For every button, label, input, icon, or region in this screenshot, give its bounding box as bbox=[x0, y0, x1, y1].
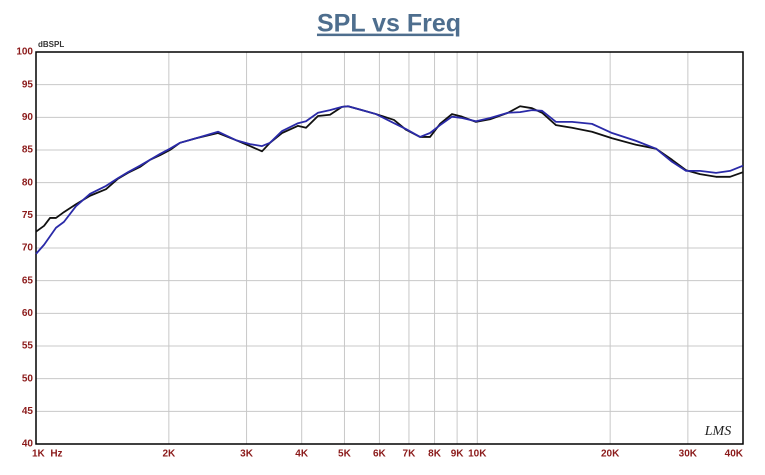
x-tick-label: 20K bbox=[601, 449, 620, 460]
x-tick-label: 10K bbox=[468, 449, 487, 460]
chart-title: SPL vs Freq bbox=[317, 10, 461, 38]
y-tick-label: 40 bbox=[22, 439, 34, 450]
x-tick-label: 8K bbox=[428, 449, 442, 460]
y-tick-label: 85 bbox=[22, 145, 34, 156]
y-tick-label: 55 bbox=[22, 341, 34, 352]
y-tick-label: 80 bbox=[22, 177, 34, 188]
x-tick-label: 40K bbox=[725, 449, 744, 460]
x-tick-label: 30K bbox=[679, 449, 698, 460]
y-tick-label: 70 bbox=[22, 243, 34, 254]
plot-border bbox=[35, 51, 744, 445]
y-tick-label: 50 bbox=[22, 373, 34, 384]
y-tick-label: 65 bbox=[22, 275, 34, 286]
x-tick-label: 3K bbox=[240, 449, 254, 460]
y-axis-label: dBSPL bbox=[38, 40, 64, 49]
y-tick-label: 75 bbox=[22, 210, 34, 221]
x-tick-label: 5K bbox=[338, 449, 352, 460]
series-line bbox=[35, 105, 744, 255]
y-tick-label: 90 bbox=[22, 112, 34, 123]
x-tick-label: 2K bbox=[162, 449, 176, 460]
y-tick-label: 100 bbox=[16, 47, 33, 58]
x-tick-label: 1K Hz bbox=[32, 449, 63, 460]
x-tick-label: 7K bbox=[403, 449, 417, 460]
x-tick-label: 6K bbox=[373, 449, 387, 460]
watermark: LMS bbox=[704, 424, 731, 439]
y-tick-label: 95 bbox=[22, 79, 34, 90]
y-tick-label: 45 bbox=[22, 406, 34, 417]
x-tick-label: 9K bbox=[451, 449, 465, 460]
y-tick-label: 60 bbox=[22, 308, 34, 319]
x-tick-label: 4K bbox=[295, 449, 309, 460]
